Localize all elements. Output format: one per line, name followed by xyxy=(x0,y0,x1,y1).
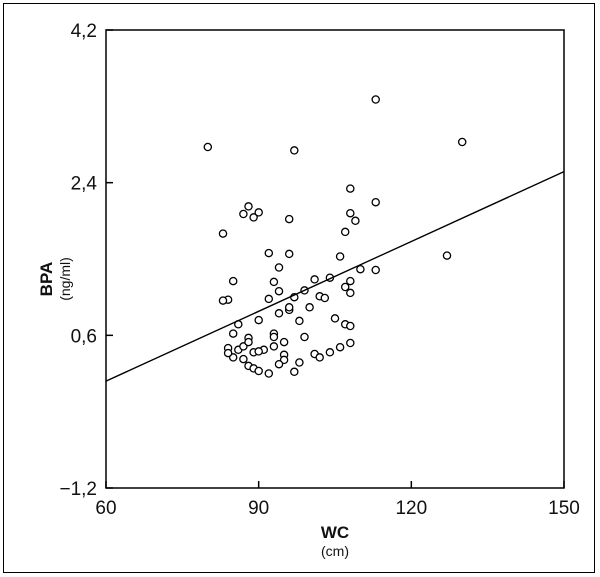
scatter-point xyxy=(269,277,279,287)
scatter-point xyxy=(340,227,350,237)
scatter-point xyxy=(346,321,355,331)
scatter-point xyxy=(290,146,299,155)
scatter-point xyxy=(203,142,213,152)
scatter-point xyxy=(346,276,355,286)
scatter-point xyxy=(442,251,452,260)
data-points xyxy=(203,95,467,378)
scatter-point xyxy=(310,275,319,284)
scatter-point xyxy=(274,286,284,296)
y-tick-label: −1,2 xyxy=(59,479,97,500)
y-tick-label: 0,6 xyxy=(71,326,97,347)
scatter-point xyxy=(244,202,253,211)
y-axis-unit: (ng/ml) xyxy=(57,257,73,301)
scatter-point xyxy=(295,358,304,367)
scatter-point xyxy=(330,314,340,323)
scatter-point xyxy=(290,367,299,377)
axis-tick-labels: 60 90 120 150 4,2 2,4 0,6 −1,2 xyxy=(59,21,579,519)
x-axis-unit: (cm) xyxy=(321,543,349,559)
x-tick-label: 60 xyxy=(95,498,116,519)
scatter-point xyxy=(351,216,360,226)
y-axis-title: BPA xyxy=(37,262,56,297)
scatter-point xyxy=(284,249,294,259)
scatter-point xyxy=(340,282,350,292)
scatter-point xyxy=(269,332,279,342)
scatter-point xyxy=(346,184,355,193)
scatter-point xyxy=(244,337,253,347)
scatter-point xyxy=(335,342,345,352)
scatter-point xyxy=(239,354,248,364)
y-tick-label: 2,4 xyxy=(71,174,98,195)
scatter-point xyxy=(249,213,258,222)
scatter-point xyxy=(284,214,294,224)
scatter-point xyxy=(218,229,228,238)
scatter-point xyxy=(371,265,380,275)
scatter-point xyxy=(325,348,335,357)
scatter-point xyxy=(254,366,263,376)
scatter-point xyxy=(274,359,284,369)
scatter-point xyxy=(315,353,324,362)
scatter-point xyxy=(284,303,294,312)
scatter-point xyxy=(371,197,380,207)
scatter-point xyxy=(300,332,309,342)
scatter-point xyxy=(274,309,284,318)
x-tick-label: 120 xyxy=(395,498,427,519)
scatter-point xyxy=(228,276,238,286)
axis-ticks xyxy=(105,29,565,489)
scatter-point xyxy=(371,95,380,104)
scatter-point xyxy=(239,209,248,219)
x-tick-label: 90 xyxy=(248,498,269,519)
scatter-point xyxy=(279,337,289,347)
scatter-point xyxy=(356,264,365,274)
scatter-point xyxy=(264,248,274,258)
scatter-point xyxy=(320,293,330,303)
scatter-point xyxy=(335,252,345,261)
x-axis-title: WC xyxy=(321,523,349,542)
regression-line xyxy=(105,171,565,382)
y-tick-label: 4,2 xyxy=(71,21,97,42)
figure-frame xyxy=(3,3,595,573)
scatter-point xyxy=(305,303,314,312)
scatter-point xyxy=(457,137,467,147)
scatter-point xyxy=(295,316,304,326)
scatter-point xyxy=(254,315,263,325)
plot-area xyxy=(105,29,565,489)
x-tick-label: 150 xyxy=(548,498,580,519)
scatter-point xyxy=(346,338,355,348)
scatter-point xyxy=(228,329,238,338)
scatter-point xyxy=(223,348,233,358)
scatter-point xyxy=(269,342,279,351)
scatter-point xyxy=(346,208,355,218)
scatter-point xyxy=(274,263,284,272)
scatter-point xyxy=(218,296,228,305)
scatter-point xyxy=(264,294,274,304)
scatter-point xyxy=(264,369,274,378)
scatter-point xyxy=(254,347,263,356)
scatter-point xyxy=(254,208,263,217)
scatter-point xyxy=(346,288,355,298)
